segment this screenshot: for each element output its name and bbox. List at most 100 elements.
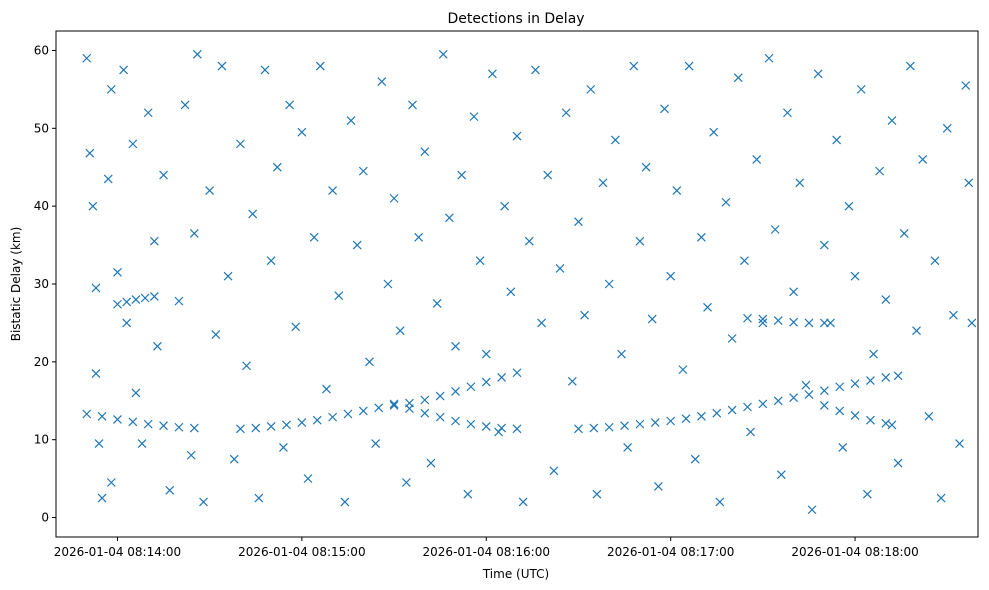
detection-point: [159, 170, 168, 180]
detection-point: [211, 330, 221, 340]
detection-point: [426, 458, 436, 468]
detection-point: [113, 299, 122, 309]
detection-point: [850, 379, 860, 389]
detection-point: [567, 376, 577, 386]
detection-point: [297, 127, 307, 137]
y-tick-label: 60: [34, 43, 49, 57]
y-tick-label: 10: [34, 433, 49, 447]
detection-point: [506, 287, 516, 297]
detection-point: [174, 422, 184, 432]
detection-point: [869, 349, 878, 359]
detection-point: [773, 396, 783, 406]
x-axis-label: Time (UTC): [482, 567, 549, 581]
detection-point: [451, 387, 460, 396]
detection-point: [435, 412, 445, 422]
detection-point: [574, 424, 583, 434]
detection-point: [512, 368, 522, 378]
detection-point: [352, 240, 362, 250]
detection-point: [328, 412, 338, 422]
detection-point: [549, 466, 559, 476]
detection-point: [875, 166, 885, 176]
detection-point: [832, 135, 842, 145]
detection-point: [574, 217, 583, 227]
detection-point: [174, 296, 184, 306]
detection-point: [635, 236, 645, 246]
detection-point: [681, 414, 691, 424]
detection-point: [543, 170, 553, 180]
detection-point: [159, 421, 168, 431]
detection-point: [801, 380, 811, 390]
detection-point: [899, 228, 909, 238]
detection-point: [85, 148, 95, 158]
detection-point: [248, 209, 258, 219]
detection-point: [948, 310, 958, 320]
detection-point: [432, 299, 442, 308]
detection-point: [905, 61, 915, 71]
detection-point: [537, 318, 547, 328]
detection-point: [887, 116, 897, 125]
y-tick-label: 30: [34, 277, 49, 291]
detection-point: [524, 236, 534, 246]
detection-point: [773, 316, 783, 326]
detection-point: [199, 497, 208, 507]
detection-point: [463, 489, 473, 499]
detection-point: [703, 302, 712, 312]
detection-point: [383, 279, 393, 289]
detection-point: [964, 178, 974, 188]
detection-point: [291, 322, 301, 332]
detection-point: [887, 420, 897, 430]
detection-point: [813, 69, 823, 79]
x-tick-label: 2026-01-04 08:17:00: [607, 545, 734, 559]
detection-point: [783, 108, 792, 118]
detection-point: [343, 409, 353, 419]
detection-point: [103, 174, 113, 184]
detection-point: [555, 264, 565, 273]
x-tick-label: 2026-01-04 08:18:00: [791, 545, 918, 559]
detection-point: [312, 415, 322, 425]
detection-point: [715, 497, 725, 507]
detection-point: [635, 419, 645, 429]
detection-point: [727, 334, 737, 343]
detection-point: [466, 382, 476, 392]
detection-point: [850, 411, 860, 420]
detection-point: [113, 267, 122, 277]
detection-point: [106, 478, 116, 487]
detection-point: [623, 443, 633, 452]
detection-point: [589, 423, 599, 433]
detection-point: [819, 386, 829, 396]
detection-point: [629, 61, 639, 71]
detection-point: [389, 193, 399, 203]
detection-point: [297, 418, 307, 427]
detection-point: [912, 326, 921, 336]
detection-point: [149, 236, 159, 246]
detection-point: [764, 53, 774, 63]
detection-point: [328, 186, 338, 196]
detection-point: [260, 65, 270, 75]
detection-point: [819, 240, 829, 250]
detection-point: [365, 357, 374, 367]
detection-point: [497, 423, 507, 433]
detection-point: [131, 388, 141, 398]
detection-point: [666, 271, 676, 281]
detection-point: [303, 474, 313, 484]
detection-point: [189, 228, 199, 238]
detection-point: [743, 313, 752, 323]
detection-point: [955, 439, 964, 449]
detection-point: [279, 443, 288, 452]
detection-point: [758, 318, 768, 328]
detection-point: [866, 415, 875, 425]
detection-point: [862, 489, 872, 499]
detection-point: [395, 326, 405, 336]
detection-point: [358, 166, 368, 176]
detection-point: [776, 470, 786, 480]
detection-point: [457, 170, 467, 180]
detection-point: [819, 318, 829, 328]
detection-point: [128, 139, 138, 149]
detection-point: [235, 424, 245, 434]
x-axis: 2026-01-04 08:14:00 2026-01-04 08:15:00 20…: [54, 537, 919, 559]
detection-point: [617, 349, 626, 359]
detection-point: [82, 409, 92, 419]
detection-point: [131, 295, 141, 304]
detection-point: [97, 493, 107, 503]
y-tick-label: 40: [34, 199, 49, 213]
